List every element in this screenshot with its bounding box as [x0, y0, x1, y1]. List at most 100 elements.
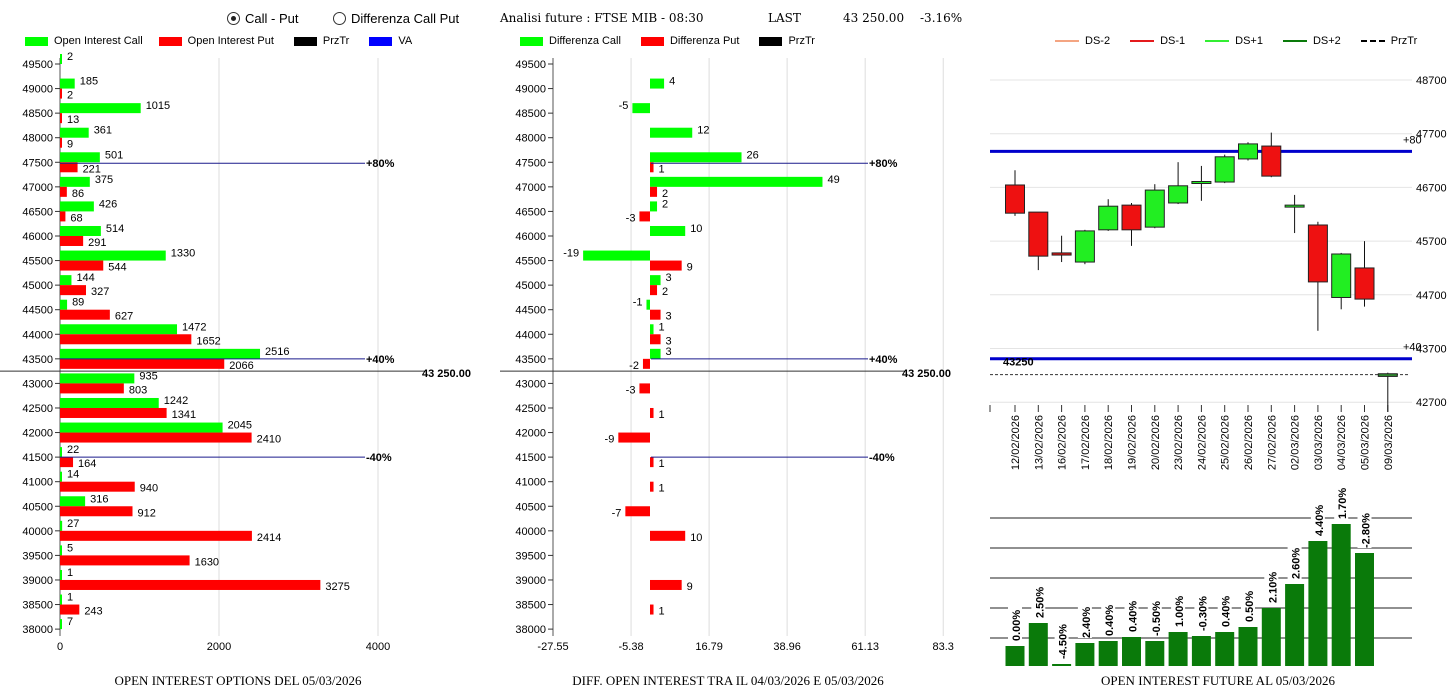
oi-put-bar	[60, 113, 62, 124]
legend-swatch-call	[520, 36, 543, 46]
oi-y-tick-label: 46500	[22, 206, 53, 218]
candle-down	[1005, 184, 1025, 214]
candle-date-label: 18/02/2026	[1103, 415, 1115, 470]
oi-call-bar	[60, 619, 62, 630]
future-value-label: 0.40%	[1128, 601, 1140, 632]
diff-y-tick-label: 42500	[515, 403, 546, 415]
diff-put-bar	[639, 211, 650, 222]
oi-call-bar	[60, 176, 90, 187]
oi-value-label: 361	[94, 125, 112, 137]
future-bar	[1145, 641, 1165, 666]
diff-y-tick-label: 39500	[515, 550, 546, 562]
analysis-title: Analisi future : FTSE MIB - 08:30	[500, 11, 704, 25]
oi-value-label: 501	[105, 149, 123, 161]
candle-up	[1144, 189, 1165, 228]
legend-oi: Open Interest Call Open Interest Put Prz…	[25, 35, 412, 47]
diff-x-tick-label: 16.79	[695, 641, 723, 653]
future-bar	[1028, 623, 1048, 666]
oi-put-bar	[60, 309, 110, 320]
diff-y-tick-label: 44000	[515, 329, 546, 341]
candle-up	[1214, 156, 1235, 183]
radio-differenza-label: Differenza Call Put	[351, 11, 460, 26]
diff-put-bar	[650, 407, 654, 418]
future-value-label: 2.40%	[1081, 607, 1093, 638]
oi-value-label: 935	[139, 370, 157, 382]
oi-y-tick-label: 43500	[22, 354, 53, 366]
radio-call-put[interactable]: Call - Put	[227, 11, 298, 26]
diff-call-bar	[650, 176, 823, 187]
diff-va-label: -40%	[869, 452, 895, 464]
candle-date-label: 20/02/2026	[1150, 415, 1162, 470]
legend-line-ds-2	[1055, 40, 1079, 42]
diff-value-label: -2	[629, 360, 639, 372]
oi-y-tick-label: 41000	[22, 477, 53, 489]
diff-y-tick-label: 48000	[515, 133, 546, 145]
oi-call-bar	[60, 275, 72, 286]
radio-differenza[interactable]: Differenza Call Put	[333, 11, 459, 26]
legend-swatch-put	[158, 36, 182, 46]
diff-y-tick-label: 49500	[515, 59, 546, 71]
oi-value-label: 89	[72, 297, 84, 309]
future-bar	[1215, 632, 1235, 666]
oi-value-label: 544	[108, 262, 126, 274]
oi-y-tick-label: 47000	[22, 182, 53, 194]
diff-value-label: -3	[626, 212, 636, 224]
oi-value-label: 627	[115, 311, 133, 323]
oi-value-label: 514	[106, 223, 124, 235]
future-label-bg	[1357, 503, 1372, 548]
future-bar	[1355, 553, 1374, 666]
diff-value-label: 1	[659, 163, 665, 175]
diff-y-tick-label: 43500	[515, 354, 546, 366]
future-label-bg	[1334, 482, 1349, 519]
legend-swatch-va	[369, 36, 393, 46]
diff-value-label: 2	[662, 188, 668, 200]
candle-date-label: 09/03/2026	[1383, 415, 1395, 470]
oi-x-tick-label: 4000	[366, 641, 390, 653]
diff-value-label: 1	[659, 606, 665, 618]
oi-value-label: 2	[67, 90, 73, 102]
diff-y-tick-label: 46000	[515, 231, 546, 243]
oi-y-tick-label: 38000	[22, 624, 53, 636]
future-bar	[1261, 608, 1281, 666]
diff-value-label: -3	[626, 384, 636, 396]
oi-y-tick-label: 49500	[22, 59, 53, 71]
last-change: -3.16%	[920, 11, 963, 25]
diff-value-label: 3	[666, 335, 672, 347]
future-value-label: 0.00%	[1011, 610, 1023, 641]
title-oi-future: OPEN INTEREST FUTURE AL 05/03/2026	[1100, 673, 1336, 688]
future-label-bg	[1287, 542, 1302, 579]
diff-put-bar	[625, 506, 650, 517]
future-label-bg	[1101, 599, 1116, 636]
oi-put-bar	[60, 285, 86, 296]
oi-put-bar	[60, 211, 66, 222]
diff-value-label: -7	[612, 507, 622, 519]
oi-value-label: 27	[67, 518, 79, 530]
oi-call-bar	[60, 54, 62, 64]
future-value-label: 2.10%	[1267, 572, 1279, 603]
future-bar	[1122, 637, 1141, 666]
candle-date-label: 12/02/2026	[1010, 415, 1022, 470]
oi-value-label: 1	[67, 567, 73, 579]
candle-date-label: 19/02/2026	[1127, 415, 1139, 470]
future-label-bg	[1217, 590, 1232, 627]
diff-call-bar	[650, 324, 654, 335]
candle-y-tick-label: 42700	[1416, 397, 1447, 409]
oi-put-bar	[60, 358, 225, 369]
diff-y-tick-label: 48500	[515, 108, 546, 120]
diff-call-bar	[583, 250, 650, 261]
oi-call-bar	[60, 103, 141, 114]
radio-selected-icon	[227, 12, 240, 25]
oi-put-bar	[60, 88, 62, 99]
oi-y-tick-label: 42500	[22, 403, 53, 415]
oi-va-label: +80%	[366, 158, 395, 170]
diff-y-tick-label: 45000	[515, 280, 546, 292]
oi-value-label: 86	[72, 188, 84, 200]
oi-y-tick-label: 44000	[22, 329, 53, 341]
title-oi-options: OPEN INTEREST OPTIONS DEL 05/03/2026	[114, 673, 362, 688]
oi-y-tick-label: 49000	[22, 84, 53, 96]
diff-value-label: 1	[659, 458, 665, 470]
title-diff-oi: DIFF. OPEN INTEREST TRA IL 04/03/2026 E …	[572, 673, 884, 688]
candle-y-tick-label: 46700	[1416, 182, 1447, 194]
oi-call-bar	[60, 201, 94, 212]
future-value-label: -0.30%	[1197, 596, 1209, 631]
